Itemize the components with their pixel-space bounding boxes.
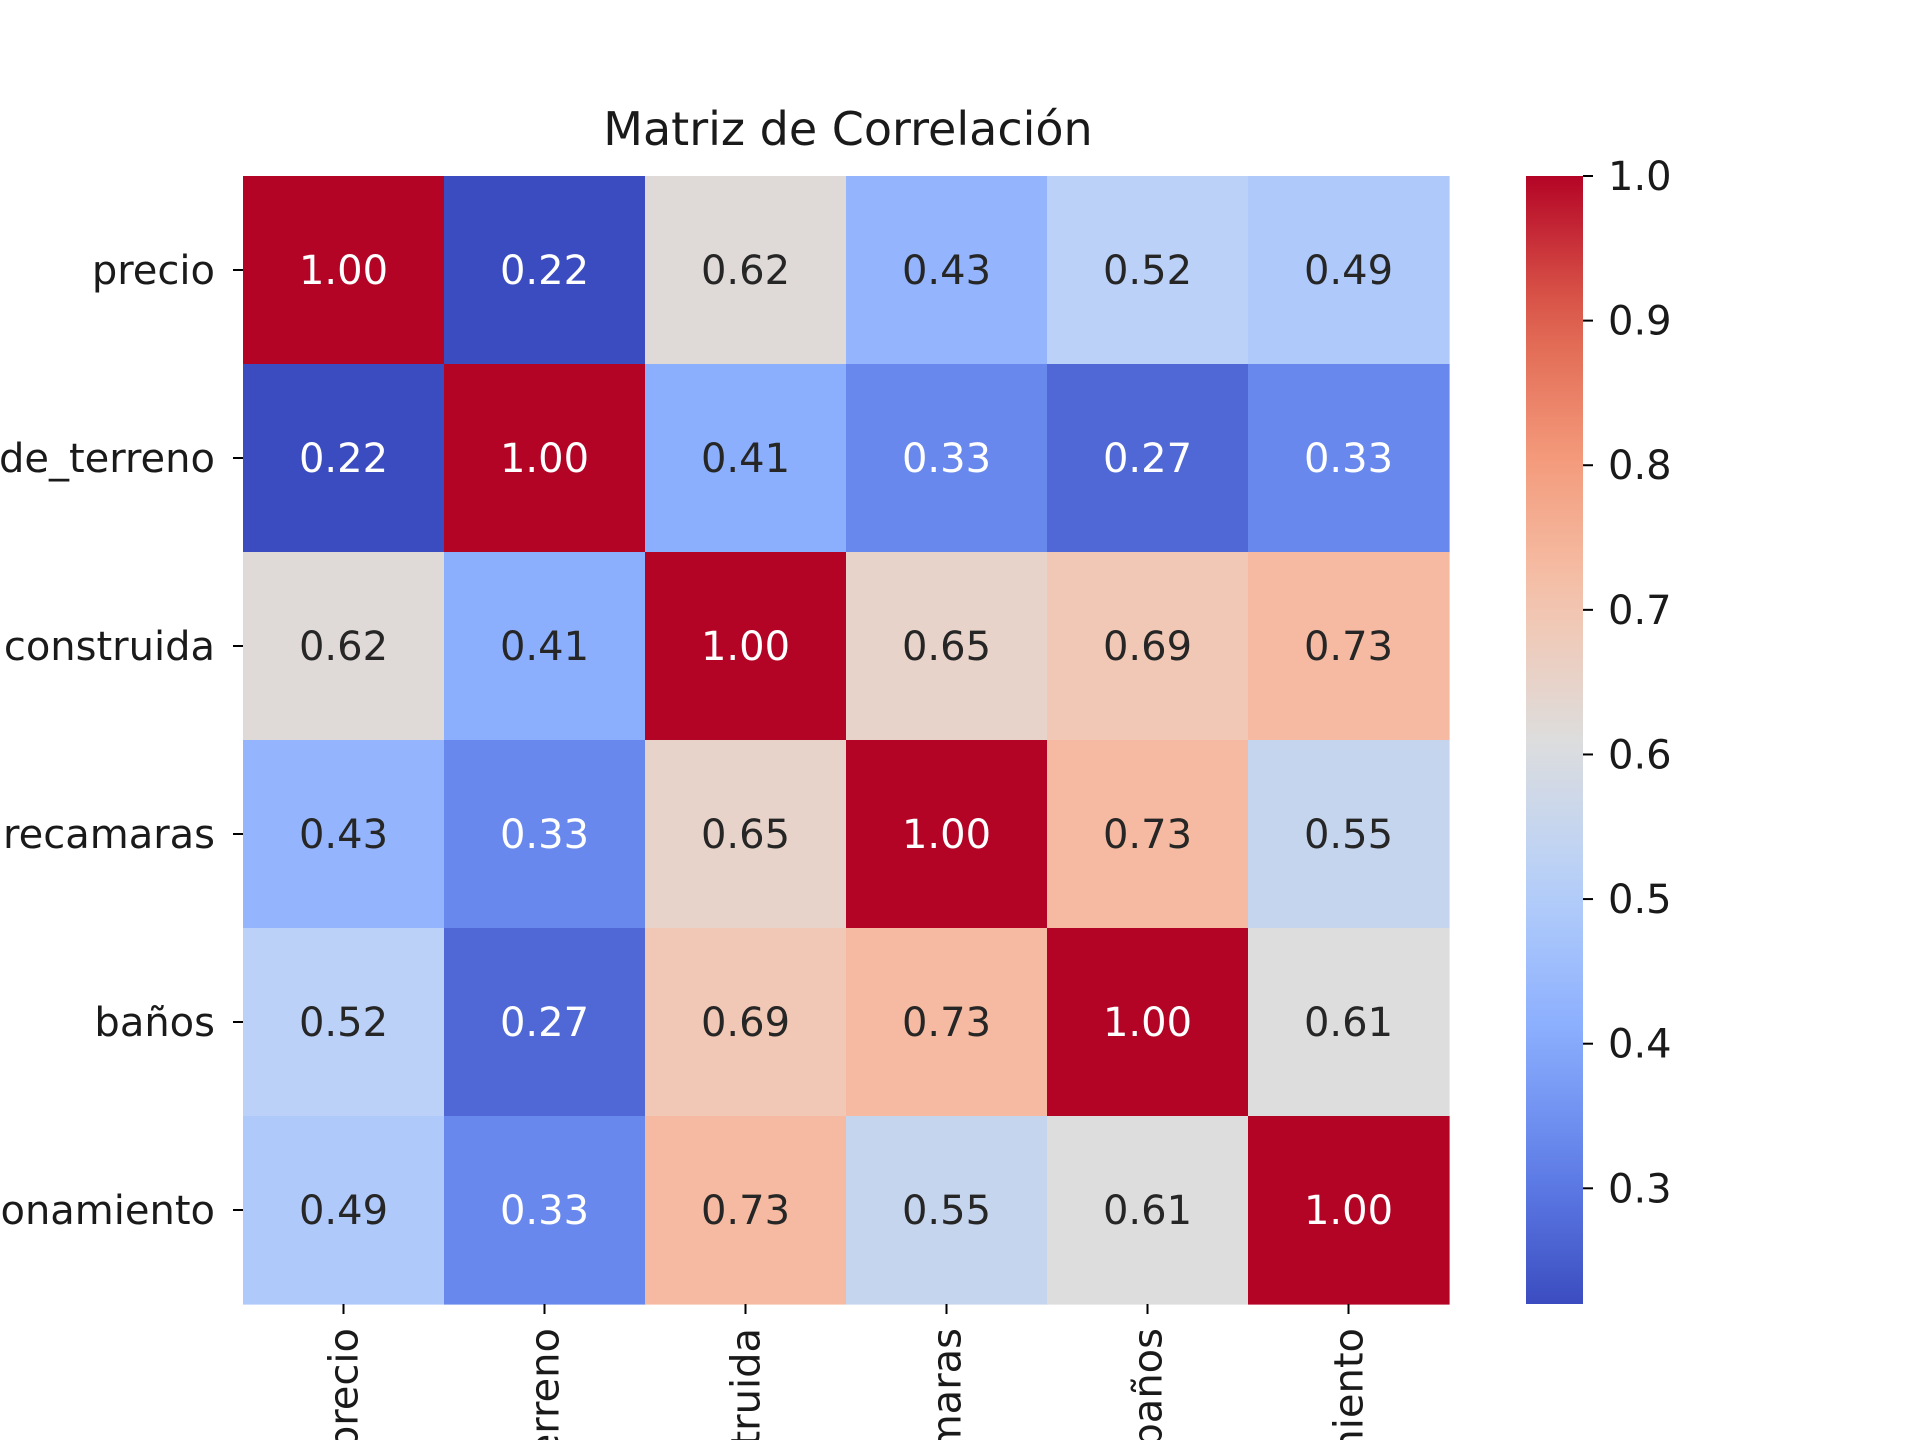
y-tick-label: baños [94, 1000, 215, 1046]
cell-value-label: 0.43 [299, 812, 388, 858]
cell-value-label: 1.00 [701, 624, 790, 670]
heatmap-cell [444, 1116, 646, 1305]
cell-value-label: 0.73 [1304, 624, 1393, 670]
heatmap-cells: 1.00 0.22 0.62 0.43 0.52 0.49 0.22 1.00 0.41 0.33… [243, 176, 1450, 1305]
heatmap-cell [243, 928, 445, 1117]
y-tick-label: de_terreno [0, 436, 215, 482]
cell-value-label: 0.61 [1103, 1188, 1192, 1234]
colorbar-tick-label: 0.4 [1608, 1022, 1672, 1068]
cell-value-label: 0.22 [500, 248, 589, 294]
x-tick-label: maras [925, 1328, 971, 1440]
heatmap-cell [645, 1116, 847, 1305]
chart-title: Matriz de Correlación [603, 102, 1092, 156]
x-axis: precio erreno truida maras baños niento [322, 1304, 1373, 1440]
cell-value-label: 0.49 [1304, 248, 1393, 294]
heatmap-cell [444, 176, 646, 365]
y-tick-label: onamiento [0, 1188, 215, 1234]
heatmap-cell [1248, 552, 1450, 741]
cell-value-label: 0.33 [500, 1188, 589, 1234]
heatmap-cell [1248, 1116, 1450, 1305]
cell-value-label: 0.61 [1304, 1000, 1393, 1046]
heatmap-cell [846, 552, 1048, 741]
cell-value-label: 0.27 [1103, 436, 1192, 482]
heatmap-cell [1047, 928, 1249, 1117]
heatmap-cell [846, 176, 1048, 365]
y-tick-label: precio [92, 248, 215, 294]
colorbar-tick-label: 0.5 [1608, 877, 1672, 923]
y-tick-label: construida [4, 624, 215, 670]
heatmap-cell [645, 928, 847, 1117]
x-tick-label: baños [1126, 1328, 1172, 1440]
cell-value-label: 1.00 [299, 248, 388, 294]
colorbar: 0.3 0.4 0.5 0.6 0.7 0.8 0.9 1.0 [1526, 154, 1672, 1304]
cell-value-label: 1.00 [902, 812, 991, 858]
heatmap-cell [645, 176, 847, 365]
cell-value-label: 0.52 [299, 1000, 388, 1046]
heatmap-cell [444, 740, 646, 929]
x-tick-label: truida [724, 1328, 770, 1440]
cell-value-label: 0.49 [299, 1188, 388, 1234]
heatmap-cell [1047, 740, 1249, 929]
cell-value-label: 1.00 [1103, 1000, 1192, 1046]
cell-value-label: 0.69 [701, 1000, 790, 1046]
cell-value-label: 1.00 [1304, 1188, 1393, 1234]
colorbar-tick-label: 1.0 [1608, 154, 1672, 200]
x-tick-label: niento [1327, 1328, 1373, 1440]
colorbar-tick-label: 0.7 [1608, 588, 1672, 634]
cell-value-label: 0.33 [902, 436, 991, 482]
cell-value-label: 0.55 [1304, 812, 1393, 858]
cell-value-label: 1.00 [500, 436, 589, 482]
heatmap-cell [1047, 176, 1249, 365]
heatmap-cell [1248, 928, 1450, 1117]
heatmap-cell [645, 364, 847, 553]
cell-value-label: 0.52 [1103, 248, 1192, 294]
y-axis: precio de_terreno construida recamaras baños… [0, 248, 243, 1234]
heatmap-cell [444, 552, 646, 741]
cell-value-label: 0.41 [500, 624, 589, 670]
cell-value-label: 0.65 [902, 624, 991, 670]
heatmap-cell [645, 552, 847, 741]
cell-value-label: 0.55 [902, 1188, 991, 1234]
cell-value-label: 0.43 [902, 248, 991, 294]
heatmap-cell [444, 928, 646, 1117]
colorbar-tick-label: 0.3 [1608, 1166, 1672, 1212]
heatmap-cell [444, 364, 646, 553]
x-tick-label: precio [322, 1328, 368, 1440]
colorbar-gradient [1526, 176, 1583, 1304]
heatmap-cell [1248, 364, 1450, 553]
cell-value-label: 0.41 [701, 436, 790, 482]
colorbar-tick-label: 0.8 [1608, 443, 1672, 489]
cell-value-label: 0.73 [701, 1188, 790, 1234]
heatmap-cell [1047, 364, 1249, 553]
cell-value-label: 0.69 [1103, 624, 1192, 670]
heatmap-cell [243, 176, 445, 365]
cell-value-label: 0.73 [902, 1000, 991, 1046]
heatmap-cell [645, 740, 847, 929]
cell-value-label: 0.65 [701, 812, 790, 858]
cell-value-label: 0.62 [701, 248, 790, 294]
heatmap-cell [846, 364, 1048, 553]
heatmap-cell [846, 928, 1048, 1117]
heatmap-cell [846, 740, 1048, 929]
x-tick-label: erreno [523, 1328, 569, 1440]
cell-value-label: 0.22 [299, 436, 388, 482]
colorbar-tick-label: 0.6 [1608, 732, 1672, 778]
heatmap-cell [243, 1116, 445, 1305]
heatmap-cell [1248, 176, 1450, 365]
heatmap-cell [1047, 1116, 1249, 1305]
heatmap-cell [243, 364, 445, 553]
cell-value-label: 0.33 [500, 812, 589, 858]
heatmap-cell [243, 552, 445, 741]
y-tick-label: recamaras [3, 812, 215, 858]
heatmap-cell [846, 1116, 1048, 1305]
cell-value-label: 0.62 [299, 624, 388, 670]
heatmap-cell [243, 740, 445, 929]
cell-value-label: 0.33 [1304, 436, 1393, 482]
cell-value-label: 0.73 [1103, 812, 1192, 858]
heatmap-cell [1047, 552, 1249, 741]
colorbar-tick-label: 0.9 [1608, 299, 1672, 345]
cell-value-label: 0.27 [500, 1000, 589, 1046]
heatmap-cell [1248, 740, 1450, 929]
